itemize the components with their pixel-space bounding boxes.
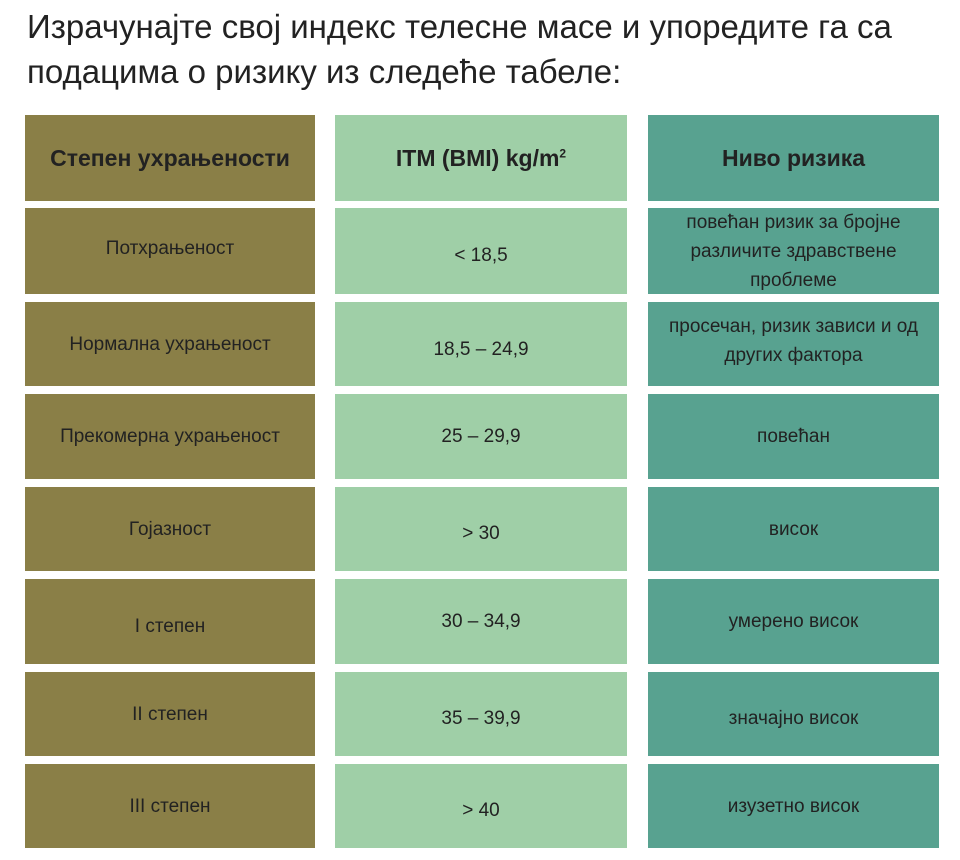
table-row-category: I степен [25, 579, 315, 664]
bmi-cell: < 18,5 [454, 244, 508, 266]
table-row-bmi: 30 – 34,9 [335, 579, 627, 664]
header-risk-label: Ниво ризика [721, 144, 866, 171]
category-cell: Потхрањеност [105, 238, 235, 259]
table-row-bmi: 35 – 39,9 [335, 672, 627, 756]
category-cell: I степен [134, 616, 206, 637]
category-cell: II степен [132, 703, 208, 725]
bmi-cell: > 40 [462, 799, 500, 821]
table-row-category: III степен [25, 764, 315, 848]
table-row-risk: значајно висок [648, 672, 939, 756]
table-row-category: Потхрањеност [25, 208, 315, 294]
table-row-risk: висок [648, 487, 939, 571]
risk-cell: изузетно висок [727, 795, 860, 817]
table-row-bmi: > 40 [335, 764, 627, 848]
header-bmi-label: ITM (BMI) kg/m2 [396, 145, 566, 172]
table-row-risk: повећан ризик за бројне различите здравс… [648, 208, 939, 294]
table-row-risk: изузетно висок [648, 764, 939, 848]
header-category-label: Степен ухрањености [50, 144, 290, 171]
bmi-cell: 35 – 39,9 [441, 707, 521, 729]
category-cell: Гојазност [128, 518, 212, 540]
bmi-cell: 30 – 34,9 [441, 611, 521, 632]
bmi-cell: > 30 [462, 522, 500, 544]
table-row-bmi: > 30 [335, 487, 627, 571]
table-row-category: Нормална ухрањеност [25, 302, 315, 386]
table-row-risk: просечан, ризик зависи и од других факто… [648, 302, 939, 386]
table-row-risk: повећан [648, 394, 939, 479]
table-row-bmi: 18,5 – 24,9 [335, 302, 627, 386]
table-row-category: II степен [25, 672, 315, 756]
risk-cell: просечан, ризик зависи и од других факто… [669, 316, 918, 366]
header-risk: Ниво ризика [648, 115, 939, 201]
risk-cell: значајно висок [728, 707, 859, 729]
table-row-category: Гојазност [25, 487, 315, 571]
header-bmi-main: ITM (BMI) kg/m [395, 144, 560, 171]
bmi-cell: 25 – 29,9 [441, 426, 521, 447]
category-cell: III степен [129, 795, 211, 817]
table-row-bmi: < 18,5 [335, 208, 627, 294]
risk-cell: висок [768, 518, 819, 540]
category-cell: Нормална ухрањеност [69, 333, 271, 355]
risk-cell: умерено висок [728, 611, 859, 632]
header-category: Степен ухрањености [25, 115, 315, 201]
risk-cell: повећан [757, 426, 830, 447]
category-cell: Прекомерна ухрањеност [60, 426, 280, 447]
header-bmi: ITM (BMI) kg/m2 [335, 115, 627, 201]
table-row-bmi: 25 – 29,9 [335, 394, 627, 479]
risk-cell: повећан ризик за бројне различите здравс… [686, 211, 901, 291]
intro-text: Израчунајте свој индекс телесне масе и у… [27, 8, 892, 90]
header-bmi-superscript: 2 [559, 145, 567, 160]
bmi-cell: 18,5 – 24,9 [433, 338, 529, 360]
table-row-category: Прекомерна ухрањеност [25, 394, 315, 479]
table-row-risk: умерено висок [648, 579, 939, 664]
